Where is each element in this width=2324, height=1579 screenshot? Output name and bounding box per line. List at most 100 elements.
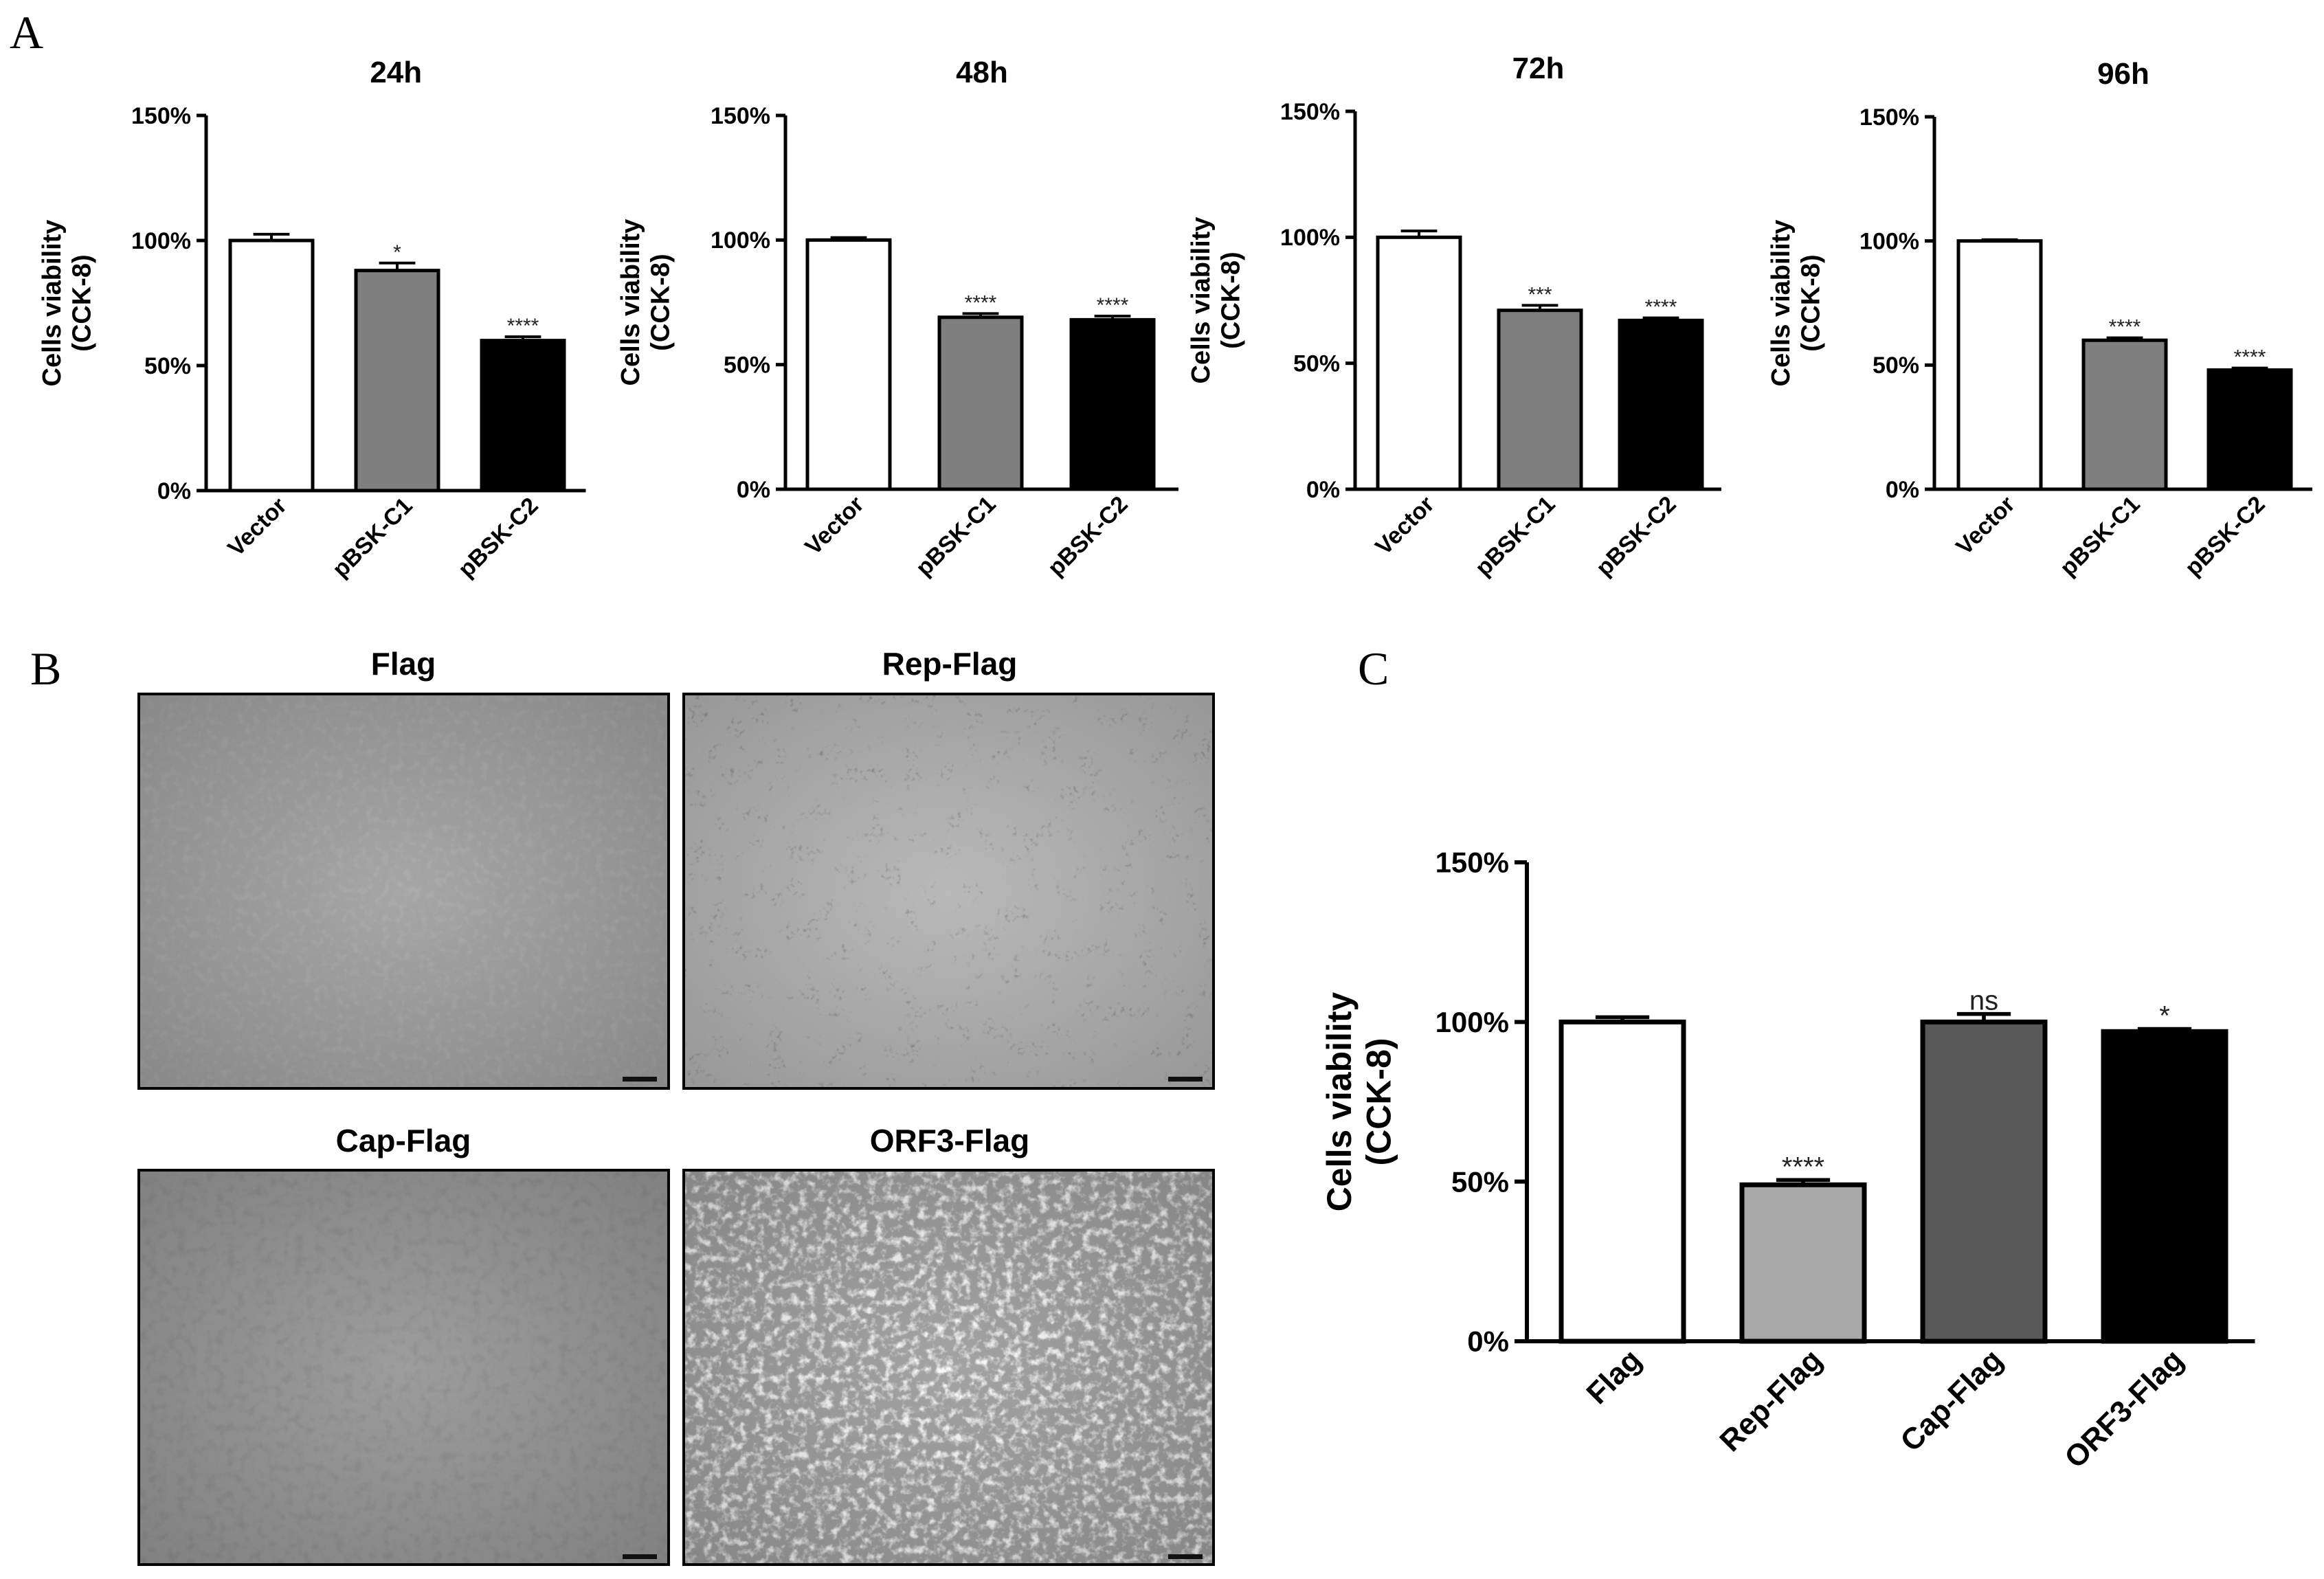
scale-bar bbox=[623, 1077, 657, 1082]
category-label: pBSK-C1 bbox=[911, 491, 1001, 581]
y-axis-label-line1: Cells viability bbox=[616, 219, 645, 386]
y-tick-label: 50% bbox=[144, 353, 191, 379]
category-label: ORF3-Flag bbox=[2058, 1343, 2190, 1475]
scale-bar bbox=[1168, 1077, 1203, 1082]
bar-vector bbox=[1956, 239, 2043, 491]
significance-label: ns bbox=[1969, 986, 1998, 1016]
y-tick-label: 50% bbox=[724, 352, 770, 379]
y-axis-label-line1: Cells viability bbox=[38, 220, 67, 387]
bar-chart-3: 96h 0% 50% 100% 150% Cells viability(CCK-8) Ve… bbox=[1767, 57, 2312, 581]
y-axis-label-line1: Cells viability bbox=[1767, 220, 1796, 387]
bar-vector bbox=[228, 238, 315, 493]
chart-title: 24h bbox=[370, 56, 422, 89]
y-axis-label: Cells viability(CCK-8) bbox=[1320, 992, 1398, 1212]
bar-pbsk-c2 bbox=[1069, 317, 1156, 491]
bar-vector bbox=[1376, 235, 1462, 491]
y-tick-label: 150% bbox=[1280, 99, 1340, 125]
y-axis-label-line2: (CCK-8) bbox=[1217, 251, 1246, 348]
category-label: Rep-Flag bbox=[1713, 1343, 1829, 1458]
scale-bar bbox=[1168, 1554, 1203, 1559]
bar-chart-0: 24h 0% 50% 100% 150% Cells viability(CCK-8) Ve… bbox=[38, 56, 586, 583]
category-label: Vector bbox=[223, 493, 291, 561]
significance-label: *** bbox=[1528, 283, 1552, 306]
category-label: Vector bbox=[1951, 491, 2020, 560]
significance-label: * bbox=[2159, 1001, 2170, 1031]
significance-label: **** bbox=[2234, 346, 2266, 369]
bar-pbsk-c1 bbox=[1497, 309, 1583, 491]
y-tick-label: 100% bbox=[711, 227, 770, 254]
micrograph-cap-flag bbox=[137, 1169, 670, 1566]
category-label: pBSK-C1 bbox=[328, 493, 418, 583]
panel-c-label: C bbox=[1358, 642, 1389, 695]
micrograph-title-flag: Flag bbox=[371, 646, 436, 682]
significance-label: **** bbox=[965, 291, 997, 314]
y-axis-label-line2: (CCK-8) bbox=[68, 254, 97, 351]
bar-pbsk-c2 bbox=[1618, 318, 1704, 491]
y-axis-label-line2: (CCK-8) bbox=[1360, 1038, 1398, 1165]
micrograph-title-rep-flag: Rep-Flag bbox=[882, 646, 1018, 682]
bar-pbsk-c1 bbox=[2081, 338, 2168, 491]
bar-pbsk-c2 bbox=[480, 339, 566, 493]
y-tick-label: 150% bbox=[131, 103, 191, 129]
category-label: pBSK-C2 bbox=[2180, 491, 2270, 581]
y-axis-label: Cells viability(CCK-8) bbox=[38, 220, 97, 387]
y-tick-label: 100% bbox=[1280, 225, 1340, 251]
bar-orf3-flag bbox=[2101, 1029, 2228, 1344]
bar-chart-4: 0% 50% 100% 150% Cells viability(CCK-8) Flag *… bbox=[1320, 847, 2255, 1475]
y-tick-label: 0% bbox=[1306, 477, 1340, 503]
y-axis-label-line2: (CCK-8) bbox=[1797, 254, 1826, 351]
bar-flag bbox=[1558, 1019, 1686, 1344]
y-tick-label: 0% bbox=[1467, 1325, 1509, 1358]
significance-label: * bbox=[393, 241, 401, 264]
y-axis-label: Cells viability(CCK-8) bbox=[1187, 217, 1246, 384]
bar-pbsk-c2 bbox=[2206, 368, 2293, 491]
chart-title: 72h bbox=[1512, 52, 1565, 85]
bar-rep-flag bbox=[1739, 1182, 1867, 1344]
bar-chart-1: 48h 0% 50% 100% 150% Cells viability(CCK-8) Ve… bbox=[616, 56, 1178, 581]
y-tick-label: 150% bbox=[1859, 104, 1919, 131]
category-label: pBSK-C2 bbox=[1043, 491, 1133, 581]
y-tick-label: 150% bbox=[1435, 847, 1509, 879]
y-axis-label: Cells viability(CCK-8) bbox=[616, 219, 675, 386]
bar-pbsk-c1 bbox=[354, 269, 440, 493]
category-label: Cap-Flag bbox=[1894, 1343, 2009, 1458]
y-tick-label: 0% bbox=[737, 477, 770, 503]
scale-bar bbox=[623, 1554, 657, 1559]
panel-a-label: A bbox=[10, 6, 43, 58]
category-label: Flag bbox=[1580, 1343, 1648, 1411]
significance-label: **** bbox=[1645, 296, 1677, 319]
micrograph-rep-flag bbox=[682, 693, 1215, 1090]
category-label: pBSK-C1 bbox=[1471, 491, 1561, 581]
panel-b-label: B bbox=[30, 642, 61, 695]
chart-title: 48h bbox=[956, 56, 1008, 89]
significance-label: **** bbox=[1782, 1152, 1824, 1182]
category-label: Vector bbox=[800, 491, 869, 560]
micrograph-title-orf3-flag: ORF3-Flag bbox=[870, 1123, 1030, 1158]
y-tick-label: 100% bbox=[1859, 229, 1919, 255]
y-tick-label: 0% bbox=[1886, 477, 1919, 503]
significance-label: **** bbox=[2109, 316, 2141, 339]
y-axis-label-line2: (CCK-8) bbox=[647, 254, 675, 350]
y-axis-label-line1: Cells viability bbox=[1320, 992, 1359, 1212]
y-axis-label: Cells viability(CCK-8) bbox=[1767, 220, 1826, 387]
category-label: Vector bbox=[1370, 491, 1439, 560]
significance-label: **** bbox=[1097, 294, 1129, 317]
y-tick-label: 100% bbox=[131, 228, 191, 254]
y-tick-label: 0% bbox=[157, 478, 191, 504]
y-tick-label: 50% bbox=[1451, 1165, 1509, 1198]
bar-chart-2: 72h 0% 50% 100% 150% Cells viability(CCK-8) Ve… bbox=[1187, 52, 1721, 581]
bar-pbsk-c1 bbox=[937, 315, 1024, 491]
bar-cap-flag bbox=[1920, 1019, 2048, 1344]
category-label: pBSK-C2 bbox=[454, 493, 544, 583]
panel-b-micrographs: Flag Rep-Flag Cap-Flag ORF3-Flag bbox=[137, 646, 1215, 1566]
y-tick-label: 50% bbox=[1873, 352, 1919, 379]
panel-c-chart: 0% 50% 100% 150% Cells viability(CCK-8) Flag *… bbox=[1320, 847, 2255, 1475]
micrograph-flag bbox=[137, 693, 670, 1090]
chart-title: 96h bbox=[2097, 57, 2149, 91]
y-tick-label: 100% bbox=[1435, 1006, 1509, 1038]
micrograph-title-cap-flag: Cap-Flag bbox=[336, 1123, 471, 1158]
y-tick-label: 50% bbox=[1293, 351, 1340, 377]
y-axis-label-line1: Cells viability bbox=[1187, 217, 1216, 384]
